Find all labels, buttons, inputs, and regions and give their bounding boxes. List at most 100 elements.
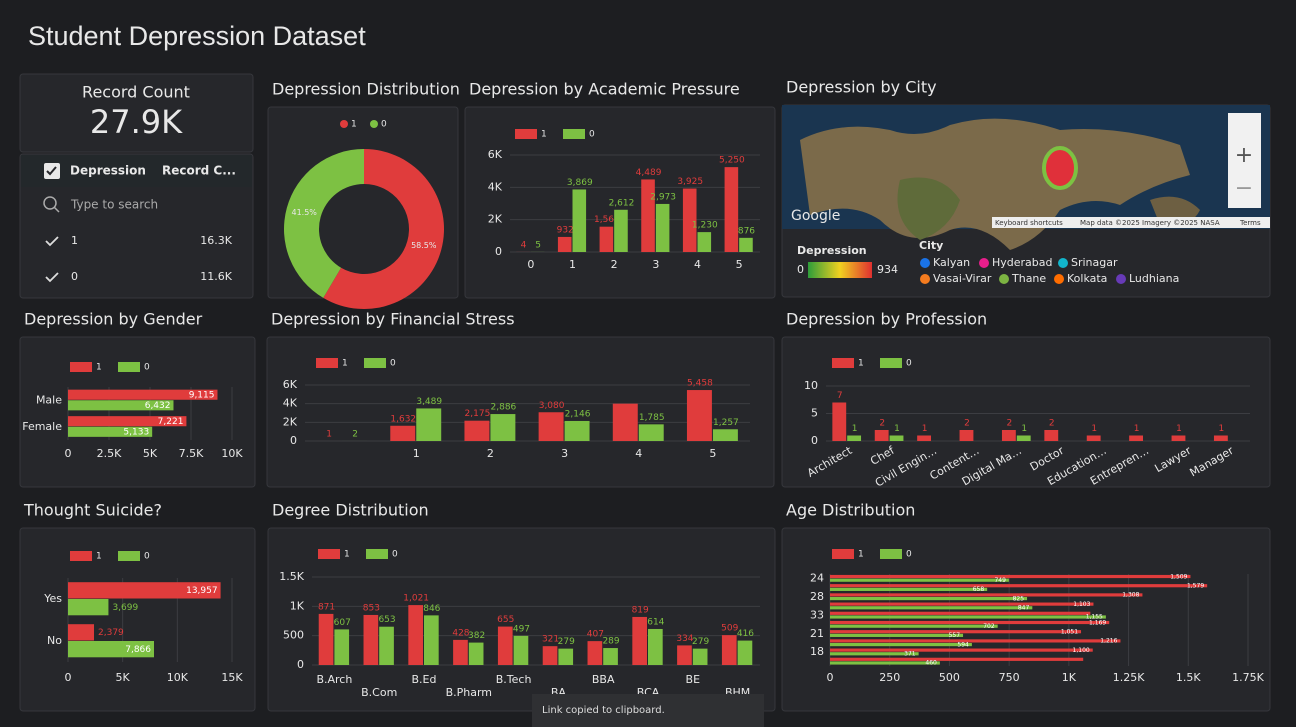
- bar[interactable]: [538, 412, 564, 441]
- bar[interactable]: [363, 614, 379, 665]
- check-icon[interactable]: [45, 272, 59, 283]
- bar[interactable]: [1213, 435, 1228, 442]
- bar[interactable]: [318, 613, 334, 665]
- bar[interactable]: [830, 578, 1009, 582]
- bar[interactable]: [416, 408, 442, 441]
- bar[interactable]: [830, 597, 1028, 601]
- bar[interactable]: [68, 400, 174, 411]
- bar[interactable]: [959, 430, 974, 441]
- bar[interactable]: [889, 435, 904, 442]
- bar[interactable]: [542, 646, 558, 665]
- bar[interactable]: [682, 188, 697, 252]
- bar[interactable]: [737, 640, 753, 665]
- bar[interactable]: [424, 615, 439, 665]
- pie-slice[interactable]: [283, 149, 364, 298]
- bar[interactable]: [697, 232, 712, 252]
- bar[interactable]: [830, 587, 988, 591]
- bar[interactable]: [468, 642, 484, 665]
- bar[interactable]: [830, 593, 1143, 597]
- bar[interactable]: [603, 648, 618, 665]
- bar[interactable]: [830, 606, 1033, 610]
- bar[interactable]: [830, 657, 1084, 661]
- pie-slice[interactable]: [323, 149, 444, 310]
- bar[interactable]: [68, 426, 153, 437]
- filter-value[interactable]: 0: [71, 270, 78, 283]
- bar[interactable]: [497, 626, 513, 665]
- column-header[interactable]: Record C...: [162, 164, 236, 178]
- panel: [19, 153, 254, 299]
- bar[interactable]: [408, 605, 423, 665]
- bar[interactable]: [1086, 435, 1101, 442]
- map-controls[interactable]: [1228, 113, 1261, 208]
- bar[interactable]: [68, 416, 187, 427]
- bar[interactable]: [830, 652, 919, 656]
- bar[interactable]: [1171, 435, 1186, 442]
- column-header[interactable]: Depression: [70, 164, 146, 178]
- bar[interactable]: [558, 648, 574, 665]
- bar[interactable]: [830, 574, 1191, 579]
- bar[interactable]: [453, 639, 468, 665]
- check-icon[interactable]: [45, 236, 59, 247]
- bar[interactable]: [334, 629, 350, 665]
- bar[interactable]: [830, 643, 972, 647]
- bar[interactable]: [655, 203, 670, 252]
- bar[interactable]: [513, 635, 529, 665]
- bar[interactable]: [830, 630, 1082, 634]
- bar[interactable]: [724, 167, 739, 252]
- zoom-out[interactable]: −: [1235, 176, 1253, 201]
- bar[interactable]: [917, 435, 931, 442]
- bar[interactable]: [68, 641, 155, 658]
- bar[interactable]: [830, 584, 1208, 588]
- bar[interactable]: [686, 390, 712, 441]
- bar[interactable]: [847, 435, 862, 442]
- bar[interactable]: [68, 582, 221, 599]
- bar[interactable]: [830, 624, 998, 628]
- bar[interactable]: [490, 414, 516, 441]
- bar[interactable]: [712, 429, 738, 441]
- bar[interactable]: [830, 602, 1094, 606]
- bar[interactable]: [632, 616, 647, 665]
- bar[interactable]: [1129, 435, 1143, 442]
- bar[interactable]: [1044, 430, 1059, 441]
- data-label: 5,133: [123, 428, 149, 438]
- bar[interactable]: [614, 209, 628, 252]
- x-tick-label: B.Com: [361, 686, 397, 699]
- map-attribution[interactable]: Terms: [1239, 219, 1261, 227]
- bar[interactable]: [830, 633, 964, 637]
- data-label: 655: [497, 615, 514, 625]
- bar[interactable]: [68, 389, 218, 400]
- bar[interactable]: [830, 615, 1106, 619]
- bar[interactable]: [1016, 435, 1031, 442]
- bar[interactable]: [830, 620, 1110, 625]
- filter-value[interactable]: 1: [71, 234, 78, 247]
- bar[interactable]: [1001, 430, 1016, 441]
- bar[interactable]: [830, 611, 1091, 615]
- bar[interactable]: [830, 648, 1093, 652]
- bar[interactable]: [390, 425, 416, 441]
- bar[interactable]: [557, 236, 572, 252]
- bar[interactable]: [677, 645, 692, 665]
- bar[interactable]: [739, 237, 753, 252]
- bar[interactable]: [721, 635, 737, 665]
- bar[interactable]: [830, 639, 1121, 643]
- bar[interactable]: [832, 402, 847, 442]
- map-attribution[interactable]: Keyboard shortcuts: [995, 219, 1063, 227]
- search-input[interactable]: Type to search: [70, 198, 158, 212]
- bar[interactable]: [648, 628, 663, 665]
- bar[interactable]: [830, 661, 940, 665]
- bar[interactable]: [464, 420, 490, 441]
- bar[interactable]: [638, 424, 664, 441]
- bar[interactable]: [68, 624, 95, 641]
- bar[interactable]: [874, 430, 889, 441]
- bar[interactable]: [612, 403, 638, 441]
- bar[interactable]: [641, 179, 655, 252]
- chart-title: Depression by Gender: [24, 310, 203, 329]
- bar[interactable]: [587, 641, 603, 665]
- bar[interactable]: [599, 226, 614, 252]
- bar[interactable]: [68, 599, 109, 616]
- bar[interactable]: [572, 189, 587, 252]
- bar[interactable]: [379, 626, 394, 665]
- zoom-in[interactable]: +: [1235, 143, 1253, 168]
- bar[interactable]: [692, 648, 708, 665]
- bar[interactable]: [564, 420, 590, 441]
